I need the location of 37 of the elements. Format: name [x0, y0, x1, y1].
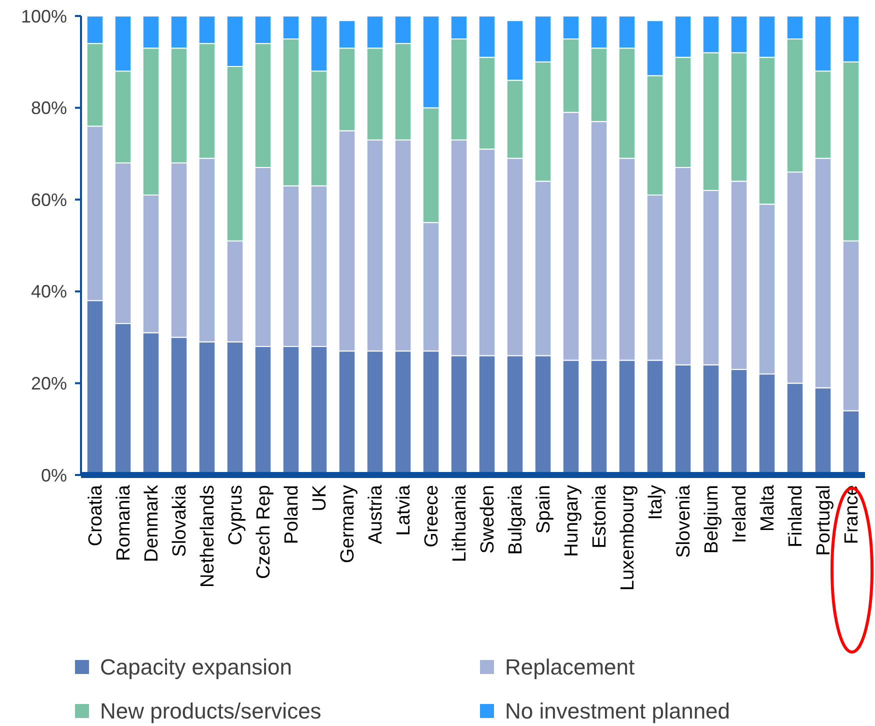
x-tick-label: Slovenia — [674, 484, 695, 558]
x-tick-label: Lithuania — [450, 484, 471, 562]
x-tick-label: UK — [310, 484, 331, 512]
y-tick-label: 0% — [40, 465, 67, 486]
x-tick-label: Ireland — [730, 485, 751, 544]
x-tick-label: Portugal — [814, 485, 835, 556]
x-tick-label: Spain — [534, 485, 555, 534]
legend-label: No investment planned — [505, 698, 730, 724]
x-tick-label: Romania — [114, 484, 135, 562]
x-tick-label: Greece — [422, 485, 443, 548]
x-tick-label: Poland — [282, 485, 303, 544]
x-tick-label: Cyprus — [226, 485, 247, 546]
legend-label: Replacement — [505, 654, 635, 680]
x-tick-label: Austria — [366, 484, 387, 544]
x-tick-label: Czech Rep — [254, 485, 275, 579]
x-tick-label: Finland — [786, 485, 807, 548]
legend-label: New products/services — [100, 698, 322, 724]
y-tick-label: 20% — [30, 374, 67, 394]
x-tick-label: Luxembourg — [618, 485, 639, 591]
y-tick-label: 60% — [30, 190, 67, 210]
legend-label: Capacity expansion — [100, 654, 292, 680]
x-tick-label: Bulgaria — [506, 484, 527, 555]
x-tick-label: Germany — [338, 484, 359, 564]
x-tick-label: Sweden — [478, 485, 499, 554]
y-tick-label: 40% — [30, 282, 67, 302]
x-tick-label: Hungary — [562, 484, 583, 557]
y-tick-label: 80% — [30, 98, 67, 118]
x-tick-label: Latvia — [394, 484, 415, 536]
x-tick-label: Estonia — [590, 484, 611, 548]
x-tick-label: Belgium — [702, 485, 723, 554]
x-tick-label: Denmark — [142, 484, 163, 562]
y-tick-label: 100% — [20, 6, 67, 26]
x-tick-label: Malta — [758, 484, 779, 532]
x-tick-label: Netherlands — [198, 485, 219, 588]
x-tick-label: Italy — [646, 484, 667, 520]
x-tick-label: Slovakia — [170, 484, 191, 557]
x-tick-label: Croatia — [86, 484, 107, 546]
